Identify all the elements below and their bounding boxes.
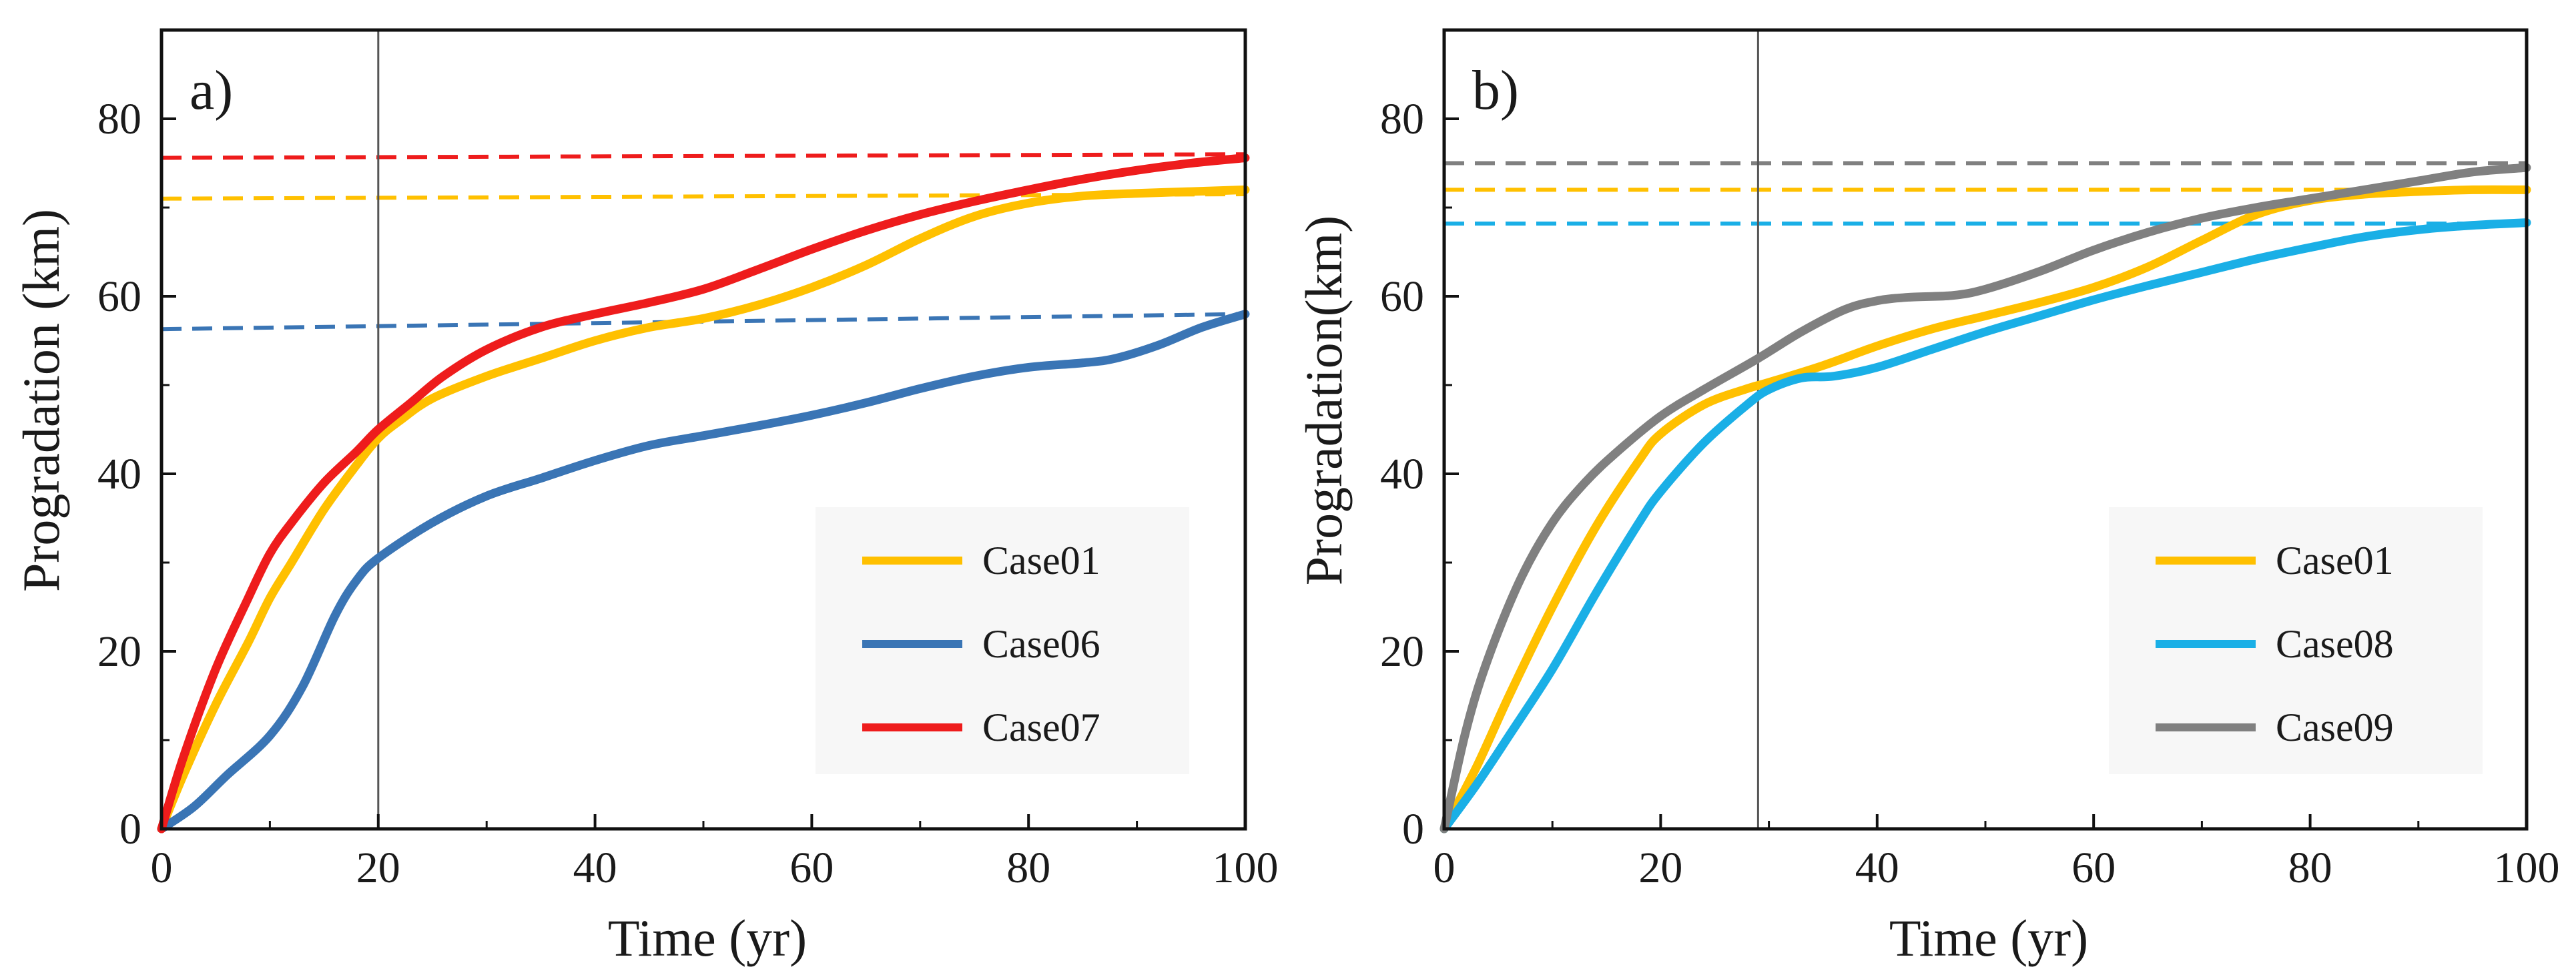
panel-a-dashed-line-1: [161, 152, 1246, 160]
panel-a-x-tick-label-20: 20: [356, 844, 400, 892]
panel-a-dashed-line-3: [161, 312, 1246, 332]
panel-b-label: b): [1472, 59, 1519, 121]
panel-a-legend-label-case01: Case01: [982, 539, 1100, 583]
panel-b-x-axis-title: Time (yr): [1889, 909, 2088, 967]
panel-a-series-case06: [157, 310, 1250, 834]
panel-a-x-tick-label-100: 100: [1213, 844, 1279, 892]
panel-a-series-case01: [157, 185, 1250, 834]
panel-b-y-tick-label-60: 60: [1380, 272, 1424, 321]
panel-a-x-axis-title: Time (yr): [608, 909, 807, 967]
panel-a-x-tick-label-0: 0: [151, 844, 173, 892]
panel-a-x-tick-label-80: 80: [1006, 844, 1050, 892]
panel-b-x-tick-label-100: 100: [2494, 844, 2560, 892]
panel-a-series-case07: [157, 153, 1250, 834]
panel-a-x-tick-label-40: 40: [573, 844, 617, 892]
panel-b-x-tick-label-0: 0: [1433, 844, 1456, 892]
panel-a-y-tick-label-40: 40: [97, 450, 141, 499]
panel-b-x-tick-label-60: 60: [2071, 844, 2116, 892]
panel-a-y-tick-label-60: 60: [97, 272, 141, 321]
panel-a-legend-label-case07: Case07: [982, 705, 1100, 749]
panel-b-y-tick-label-80: 80: [1380, 95, 1424, 143]
panel-b-y-tick-label-40: 40: [1380, 450, 1424, 499]
panel-b-legend-label-case09: Case09: [2276, 705, 2394, 749]
panel-a-y-tick-label-20: 20: [97, 627, 141, 676]
panel-a-x-tick-label-60: 60: [789, 844, 834, 892]
panel-a-y-tick-label-0: 0: [119, 805, 141, 854]
panel-b-x-tick-label-40: 40: [1855, 844, 1899, 892]
panel-b-y-tick-label-0: 0: [1402, 805, 1424, 854]
panel-b-series-case08: [1439, 218, 2531, 834]
panel-b-series-case09: [1439, 163, 2531, 834]
panel-b: Progradation(km) Time (yr) 0 20 40 60 80 100 0…: [1295, 28, 2560, 967]
panel-a: Progradation (km) Time (yr) 0 20 40 60 80 100…: [12, 28, 1279, 967]
panel-a-label: a): [190, 59, 233, 121]
panel-b-y-tick-label-20: 20: [1380, 627, 1424, 676]
panel-a-y-axis-title: Progradation (km): [12, 209, 70, 592]
panel-b-legend-label-case08: Case08: [2276, 622, 2394, 666]
panel-b-x-tick-label-20: 20: [1638, 844, 1682, 892]
panel-a-legend-label-case06: Case06: [982, 622, 1100, 666]
panel-b-legend-label-case01: Case01: [2276, 539, 2394, 583]
panel-b-y-axis-title: Progradation(km): [1295, 216, 1353, 586]
panel-b-x-tick-label-80: 80: [2288, 844, 2332, 892]
panel-a-y-tick-label-80: 80: [97, 95, 141, 143]
